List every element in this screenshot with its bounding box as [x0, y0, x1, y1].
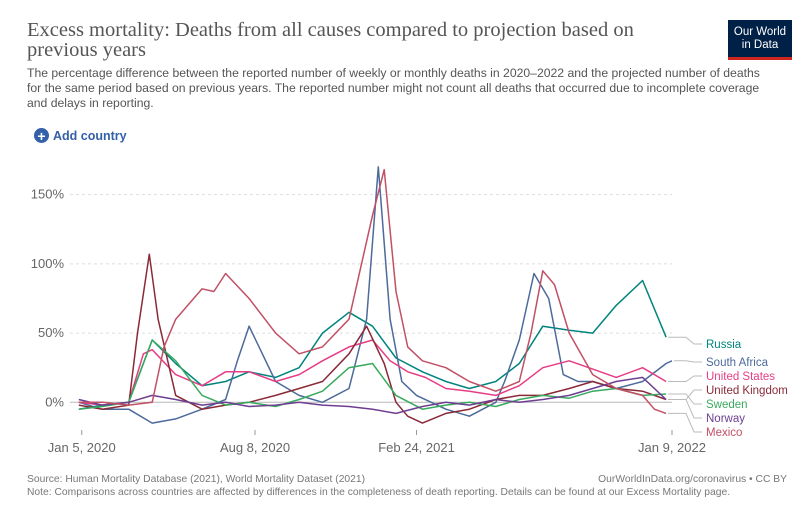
owid-link[interactable]: OurWorldInData.org/coronavirus • CC BY [598, 474, 787, 485]
chart-title: Excess mortality: Deaths from all causes… [27, 19, 634, 61]
x-tick-label: Jan 9, 2022 [638, 440, 706, 455]
series-line-united-kingdom [78, 253, 667, 424]
series-line-sweden [78, 339, 667, 410]
legend-connector [668, 336, 702, 345]
y-tick-label: 50% [38, 325, 64, 340]
legend-connector [668, 393, 702, 405]
note-text: Note: Comparisons across countries are a… [27, 486, 731, 498]
legend-connector [668, 399, 702, 419]
legend-label: United States [706, 371, 775, 383]
series-line-mexico [78, 168, 667, 415]
series-line-russia [78, 279, 667, 410]
legend-label: South Africa [706, 357, 769, 369]
legend-connector [668, 412, 702, 433]
legend-label: Sweden [706, 399, 748, 411]
logo-line-2: in Data [741, 39, 779, 51]
legend-label: Norway [706, 413, 745, 425]
y-tick-label: 150% [31, 187, 65, 202]
chart-subtitle: The percentage difference between the re… [27, 66, 760, 110]
legend-connector [668, 389, 702, 401]
legend-label: United Kingdom [706, 385, 788, 397]
source-text: Source: Human Mortality Database (2021),… [27, 474, 366, 485]
add-country-label: Add country [53, 128, 127, 143]
chart-footer: Source: Human Mortality Database (2021),… [27, 474, 787, 499]
legend-connector [674, 360, 702, 363]
plus-circle-icon: + [34, 128, 49, 143]
x-tick-label: Jan 5, 2020 [48, 440, 116, 455]
logo-line-1: Our World [733, 26, 787, 38]
legend-label: Mexico [706, 427, 742, 439]
x-tick-label: Feb 24, 2021 [378, 440, 455, 455]
legend-connector [668, 375, 702, 383]
owid-logo[interactable]: Our World in Data [728, 20, 792, 60]
y-tick-label: 0% [45, 394, 64, 409]
legend-label: Russia [706, 339, 742, 351]
series-line-norway [78, 376, 667, 415]
add-country-button[interactable]: + Add country [34, 128, 127, 143]
y-tick-label: 100% [31, 256, 65, 271]
series-line-south-africa [78, 166, 673, 424]
x-tick-label: Aug 8, 2020 [220, 440, 290, 455]
